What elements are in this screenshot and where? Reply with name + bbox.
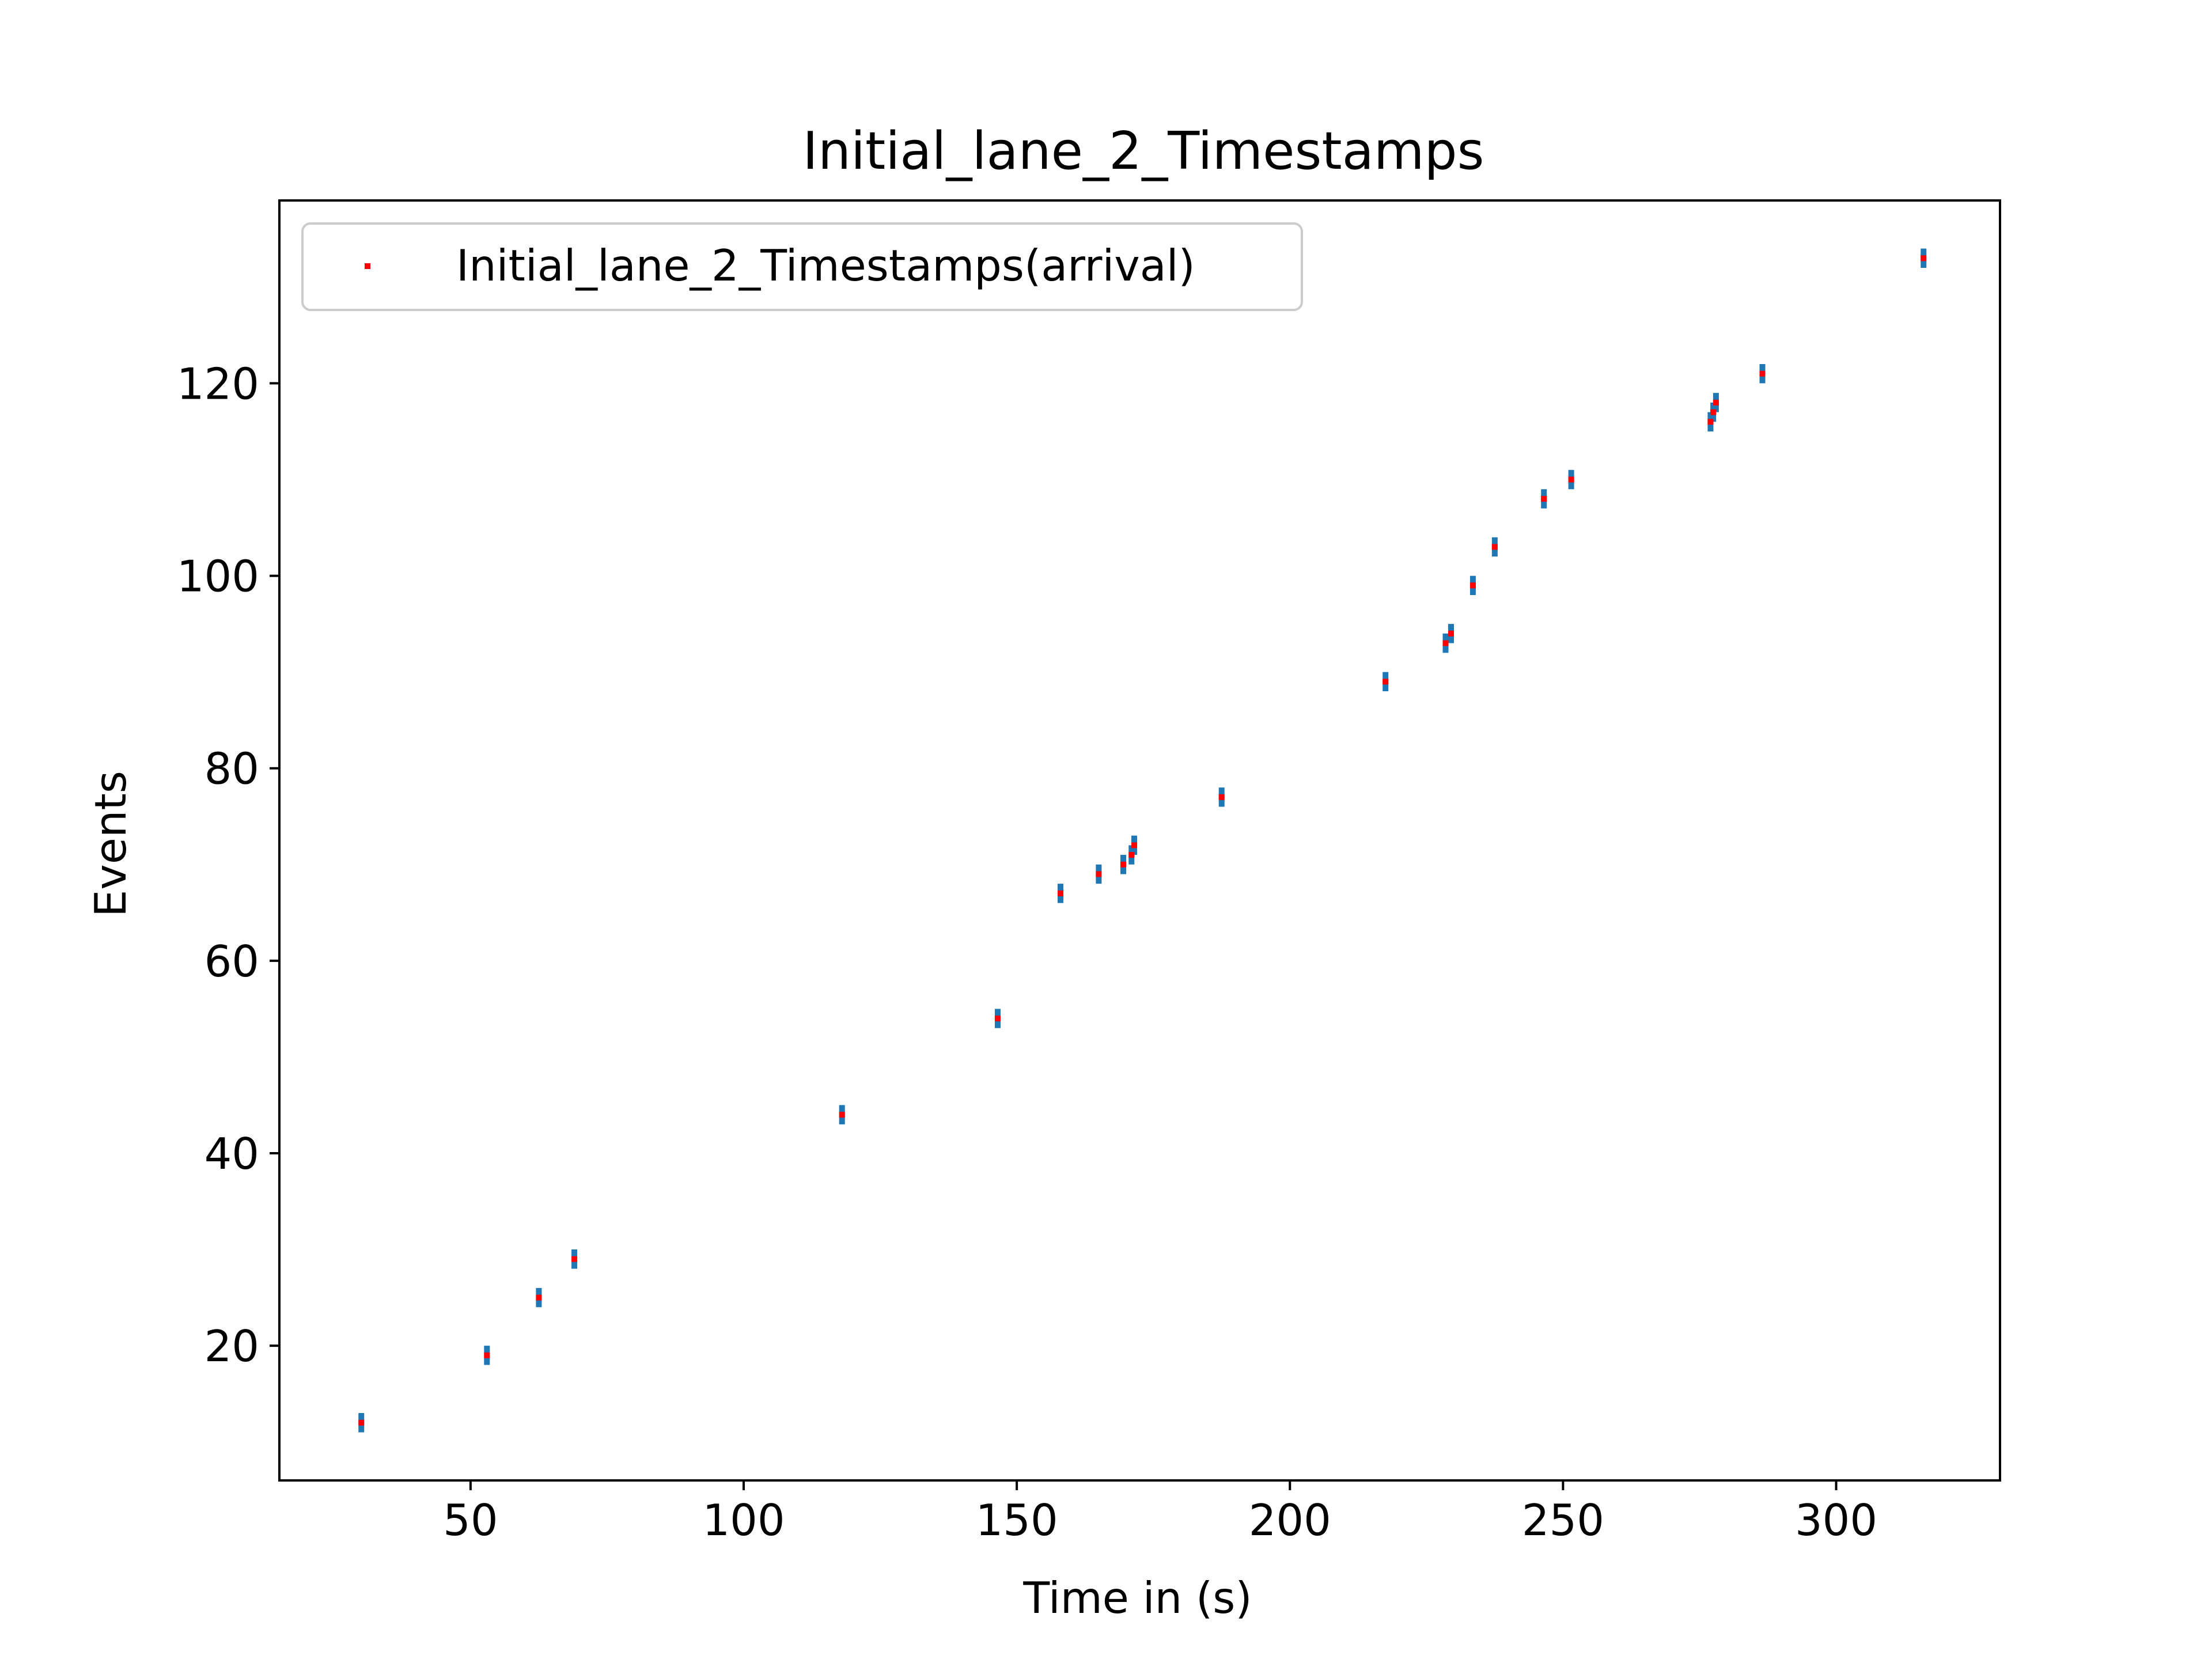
data-point <box>1921 255 1927 262</box>
x-tick-label: 100 <box>702 1495 785 1546</box>
data-point <box>1058 890 1064 896</box>
data-point <box>839 1112 845 1118</box>
data-point <box>1469 582 1476 589</box>
x-tick-label: 250 <box>1522 1495 1604 1546</box>
data-point <box>1096 871 1102 877</box>
x-axis-ticks: 50 100 150 200 250 300 <box>443 1480 1877 1546</box>
data-point <box>484 1352 490 1358</box>
data-point <box>1128 852 1135 858</box>
data-point <box>1707 419 1714 425</box>
data-point <box>1131 842 1138 849</box>
x-tick-label: 300 <box>1795 1495 1877 1546</box>
data-point <box>571 1256 578 1262</box>
legend-entry-label: Initial_lane_2_Timestamps(arrival) <box>456 240 1195 291</box>
data-point <box>1710 409 1717 415</box>
data-point <box>1442 640 1449 646</box>
legend-marker <box>365 263 370 269</box>
y-tick-label: 120 <box>177 358 259 409</box>
x-axis-label: Time in (s) <box>1022 1573 1252 1623</box>
y-tick-label: 40 <box>204 1128 259 1179</box>
data-point <box>1759 370 1766 377</box>
legend: Initial_lane_2_Timestamps(arrival) <box>301 222 1303 311</box>
legend-box <box>301 222 1303 311</box>
data-point <box>358 1419 365 1426</box>
data-point <box>1713 399 1719 406</box>
x-tick-label: 50 <box>443 1495 498 1546</box>
chart-title: Initial_lane_2_Timestamps <box>802 121 1484 181</box>
y-tick-label: 100 <box>177 551 259 602</box>
data-point <box>1541 495 1547 502</box>
x-tick-label: 200 <box>1249 1495 1331 1546</box>
y-tick-label: 20 <box>204 1321 259 1372</box>
plot-frame <box>278 199 2001 1482</box>
y-tick-label: 60 <box>204 936 259 987</box>
data-point <box>1382 679 1389 685</box>
data-point <box>1218 794 1225 800</box>
data-point <box>1491 544 1498 550</box>
data-point <box>1120 861 1127 868</box>
data-point <box>994 1016 1001 1022</box>
data-point <box>1568 476 1574 483</box>
data-point <box>1448 630 1455 637</box>
y-tick-label: 80 <box>204 744 259 794</box>
y-axis-label: Events <box>85 771 136 917</box>
y-axis-ticks: 20 40 60 80 100 120 <box>177 358 279 1372</box>
x-tick-label: 150 <box>976 1495 1058 1546</box>
data-point <box>536 1294 542 1301</box>
point-layer <box>358 255 1927 1426</box>
